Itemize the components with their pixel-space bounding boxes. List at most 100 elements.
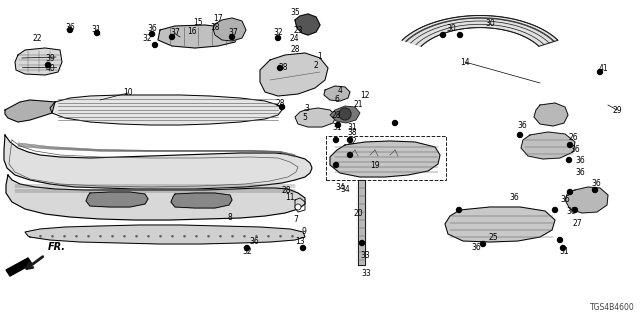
Text: 28: 28	[278, 62, 288, 71]
Polygon shape	[330, 141, 440, 177]
Text: 21: 21	[353, 100, 363, 108]
Text: 36: 36	[249, 237, 259, 246]
Text: 29: 29	[612, 106, 622, 115]
Text: 6: 6	[335, 94, 339, 103]
Text: 23: 23	[293, 26, 303, 35]
Circle shape	[348, 153, 353, 157]
Circle shape	[566, 157, 572, 163]
Text: 35: 35	[290, 7, 300, 17]
Text: 36: 36	[65, 22, 75, 31]
Text: 32: 32	[273, 28, 283, 36]
Text: 36: 36	[147, 23, 157, 33]
Circle shape	[598, 69, 602, 75]
Text: TGS4B4600: TGS4B4600	[590, 303, 635, 312]
Text: 36: 36	[517, 121, 527, 130]
Text: 12: 12	[360, 91, 370, 100]
Polygon shape	[295, 14, 320, 35]
Text: 36: 36	[471, 244, 481, 252]
Text: 38: 38	[347, 127, 357, 137]
Text: 33: 33	[360, 252, 370, 260]
Circle shape	[557, 237, 563, 243]
Text: 3: 3	[305, 103, 309, 113]
Text: 17: 17	[213, 13, 223, 22]
Circle shape	[573, 207, 577, 212]
Text: 26: 26	[568, 132, 578, 141]
Circle shape	[335, 123, 340, 127]
Polygon shape	[6, 175, 305, 220]
Polygon shape	[565, 187, 608, 213]
Circle shape	[278, 66, 282, 70]
Text: 15: 15	[193, 18, 203, 27]
Text: 13: 13	[295, 237, 305, 246]
Text: 18: 18	[211, 22, 220, 31]
Circle shape	[593, 188, 598, 193]
Text: 27: 27	[572, 219, 582, 228]
Text: 36: 36	[570, 145, 580, 154]
Circle shape	[568, 142, 573, 148]
Text: 11: 11	[285, 194, 295, 203]
Text: 37: 37	[170, 28, 180, 36]
Circle shape	[295, 204, 301, 210]
Circle shape	[280, 105, 285, 109]
Circle shape	[244, 245, 250, 251]
Text: 31: 31	[91, 25, 101, 34]
Circle shape	[170, 35, 175, 39]
Circle shape	[339, 108, 351, 120]
Text: 2: 2	[314, 60, 318, 69]
Text: 25: 25	[488, 233, 498, 242]
Polygon shape	[358, 180, 365, 265]
Text: 31: 31	[347, 123, 357, 132]
Text: 30: 30	[446, 23, 456, 33]
Text: 16: 16	[187, 27, 197, 36]
Polygon shape	[402, 15, 558, 46]
Circle shape	[230, 35, 234, 39]
Text: 5: 5	[303, 113, 307, 122]
Circle shape	[481, 242, 486, 246]
Circle shape	[440, 33, 445, 37]
Circle shape	[333, 138, 339, 142]
Text: 28: 28	[332, 110, 340, 119]
Circle shape	[67, 28, 72, 33]
Polygon shape	[171, 193, 232, 208]
Polygon shape	[50, 95, 282, 125]
Text: 37: 37	[228, 28, 238, 36]
Circle shape	[360, 241, 365, 245]
Circle shape	[392, 121, 397, 125]
Text: 33: 33	[361, 268, 371, 277]
Polygon shape	[330, 106, 360, 123]
Text: 36: 36	[575, 167, 585, 177]
Text: 24: 24	[289, 34, 299, 43]
Circle shape	[458, 33, 463, 37]
Text: 28: 28	[281, 186, 291, 195]
Text: 34: 34	[340, 185, 350, 194]
Polygon shape	[5, 100, 55, 122]
Polygon shape	[15, 48, 62, 75]
Polygon shape	[25, 225, 305, 244]
Text: 19: 19	[370, 161, 380, 170]
Circle shape	[150, 31, 154, 36]
Text: 36: 36	[566, 207, 576, 217]
Circle shape	[275, 36, 280, 41]
Text: 36: 36	[560, 196, 570, 204]
Circle shape	[301, 245, 305, 251]
Circle shape	[95, 30, 99, 36]
Text: 1: 1	[317, 52, 323, 60]
Polygon shape	[4, 135, 312, 189]
Circle shape	[552, 207, 557, 212]
Text: 36: 36	[509, 193, 519, 202]
Text: 8: 8	[228, 212, 232, 221]
Polygon shape	[86, 192, 148, 207]
Text: 7: 7	[294, 215, 298, 225]
Text: 22: 22	[32, 34, 42, 43]
Text: 36: 36	[575, 156, 585, 164]
Text: 41: 41	[598, 63, 608, 73]
Circle shape	[518, 132, 522, 138]
Text: 14: 14	[460, 58, 470, 67]
Text: 34: 34	[335, 182, 345, 191]
Text: 32: 32	[347, 137, 357, 146]
Text: 10: 10	[123, 87, 133, 97]
Text: 36: 36	[591, 179, 601, 188]
Circle shape	[333, 163, 339, 167]
Polygon shape	[158, 25, 238, 48]
Circle shape	[561, 245, 566, 251]
